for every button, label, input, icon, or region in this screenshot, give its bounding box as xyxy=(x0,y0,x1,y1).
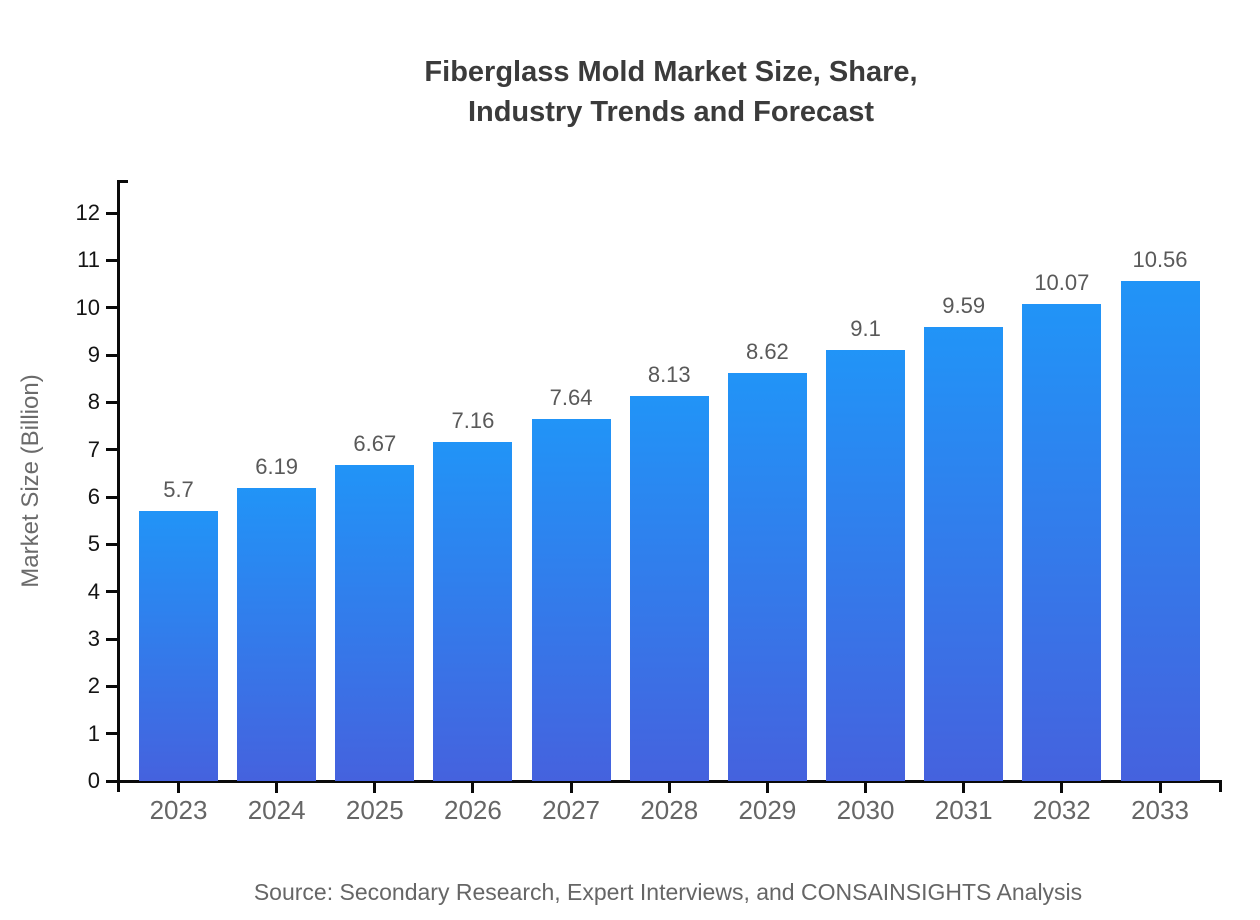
y-tick-label: 9 xyxy=(87,342,100,368)
bar xyxy=(237,488,317,781)
bar-value-label: 6.19 xyxy=(255,454,299,480)
bar xyxy=(924,327,1004,781)
x-tick-label: 2028 xyxy=(640,795,699,825)
chart-title-line-1: Fiberglass Mold Market Size, Share, xyxy=(424,56,918,88)
bar xyxy=(629,396,709,781)
x-tick-label: 2031 xyxy=(934,795,993,825)
y-tick-label: 10 xyxy=(75,294,100,320)
y-tick-label: 6 xyxy=(87,484,100,510)
y-axis-line xyxy=(116,180,120,792)
x-tick-label: 2024 xyxy=(247,795,306,825)
y-tick-mark xyxy=(106,590,118,594)
x-tick-mark xyxy=(864,781,868,793)
x-tick-label: 2029 xyxy=(738,795,797,825)
y-tick-mark xyxy=(106,779,118,783)
y-tick-mark xyxy=(106,353,118,357)
x-tick-mark xyxy=(765,781,769,793)
x-tick-label: 2025 xyxy=(345,795,404,825)
x-tick-label: 2023 xyxy=(149,795,208,825)
bar-value-label: 5.7 xyxy=(163,477,194,503)
bar-value-label: 6.67 xyxy=(353,431,397,457)
source-note: Source: Secondary Research, Expert Inter… xyxy=(253,879,1083,905)
x-tick-mark xyxy=(373,781,377,793)
x-tick-mark xyxy=(569,781,573,793)
x-tick-mark xyxy=(1060,781,1064,793)
bar xyxy=(727,373,807,781)
y-tick-mark xyxy=(106,258,118,262)
chart-title: Fiberglass Mold Market Size, Share, Indu… xyxy=(82,52,1260,132)
bar-value-label: 10.56 xyxy=(1132,247,1188,273)
bar xyxy=(433,442,513,781)
y-axis-top-cap xyxy=(116,180,128,183)
x-tick-mark xyxy=(471,781,475,793)
y-tick-mark xyxy=(106,684,118,688)
x-tick-label: 2033 xyxy=(1131,795,1189,825)
bar xyxy=(1022,304,1102,781)
x-axis-end-cap xyxy=(1219,779,1222,792)
bar xyxy=(139,511,218,781)
x-tick-mark xyxy=(962,781,966,793)
bar-value-label: 9.1 xyxy=(850,316,881,342)
bar xyxy=(531,419,611,781)
bar-value-label: 9.59 xyxy=(942,293,986,319)
bar-value-label: 10.07 xyxy=(1034,270,1090,296)
x-tick-mark xyxy=(1158,781,1162,793)
y-tick-mark xyxy=(106,400,118,404)
y-tick-label: 12 xyxy=(75,200,100,226)
y-tick-mark xyxy=(106,732,118,736)
y-tick-mark xyxy=(106,637,118,641)
x-tick-mark xyxy=(667,781,671,793)
y-tick-label: 11 xyxy=(77,247,100,273)
bar-value-label: 7.64 xyxy=(549,385,593,411)
x-tick-mark xyxy=(275,781,279,793)
bar xyxy=(335,465,415,781)
y-tick-mark xyxy=(106,211,118,215)
y-tick-label: 4 xyxy=(87,578,100,604)
x-tick-mark xyxy=(177,781,180,793)
y-tick-label: 5 xyxy=(87,531,100,557)
y-tick-mark xyxy=(106,495,118,499)
bar xyxy=(1120,281,1200,781)
x-tick-label: 2030 xyxy=(836,795,895,825)
x-tick-label: 2032 xyxy=(1032,795,1091,825)
y-tick-mark xyxy=(106,306,118,310)
y-tick-label: 8 xyxy=(87,389,100,415)
bar-value-label: 7.16 xyxy=(451,408,495,434)
bar xyxy=(826,350,906,781)
x-tick-label: 2026 xyxy=(444,795,502,825)
y-tick-label: 1 xyxy=(87,720,100,746)
y-tick-mark xyxy=(106,542,118,546)
bar-value-label: 8.13 xyxy=(647,362,691,388)
y-tick-label: 7 xyxy=(87,436,100,462)
y-tick-label: 0 xyxy=(87,768,100,793)
chart-title-line-2: Industry Trends and Forecast xyxy=(467,96,875,128)
y-tick-label: 3 xyxy=(87,626,100,651)
x-tick-label: 2027 xyxy=(542,795,601,825)
bar-value-label: 8.62 xyxy=(745,339,789,364)
y-tick-mark xyxy=(106,448,118,452)
y-tick-label: 2 xyxy=(87,673,100,699)
